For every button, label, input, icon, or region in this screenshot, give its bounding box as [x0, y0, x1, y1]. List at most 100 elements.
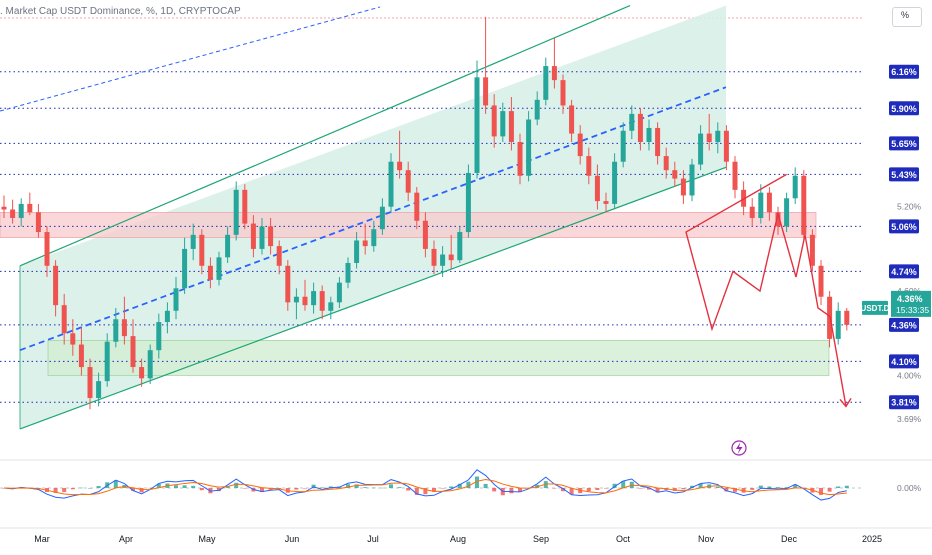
candle-body-54 — [465, 172, 471, 233]
price-level-label-1: 5.90% — [891, 104, 917, 114]
osc-histogram-bar-88 — [758, 485, 763, 488]
osc-histogram-bar-8 — [70, 488, 75, 490]
osc-histogram-bar-38 — [328, 486, 333, 488]
candle-body-83 — [715, 130, 721, 143]
price-level-label-8: 3.81% — [891, 398, 917, 408]
osc-histogram-bar-34 — [294, 488, 299, 490]
osc-histogram-bar-16 — [139, 488, 144, 493]
osc-histogram-bar-51 — [440, 488, 445, 489]
osc-histogram-bar-92 — [793, 484, 798, 488]
candle-body-87 — [749, 206, 755, 218]
osc-histogram-bar-40 — [346, 484, 350, 488]
candle-body-62 — [534, 99, 540, 120]
x-tick-label-10: 2025 — [862, 534, 882, 544]
osc-histogram-bar-95 — [819, 488, 823, 495]
candle-body-4 — [35, 212, 41, 233]
y-tick-label-2: 4.00% — [897, 370, 922, 380]
candle-body-13 — [113, 319, 119, 342]
osc-histogram-bar-71 — [612, 483, 617, 488]
osc-histogram-bar-20 — [174, 485, 178, 488]
candle-body-56 — [483, 77, 489, 106]
candle-body-77 — [663, 156, 669, 171]
x-tick-label-7: Oct — [616, 534, 631, 544]
candle-body-15 — [130, 336, 136, 368]
candle-body-57 — [491, 105, 497, 137]
candle-body-24 — [207, 265, 213, 280]
candle-body-48 — [414, 192, 420, 221]
candle-body-9 — [78, 344, 84, 368]
candle-body-34 — [293, 296, 299, 303]
last-price-badge — [891, 290, 931, 317]
candle-body-50 — [431, 248, 437, 266]
candle-body-29 — [250, 223, 256, 249]
osc-histogram-bar-97 — [836, 486, 841, 488]
candle-body-41 — [354, 240, 360, 263]
percent-scale-button[interactable]: % — [892, 7, 922, 27]
osc-signal-line — [3, 478, 847, 496]
x-tick-label-5: Aug — [450, 534, 466, 544]
candle-body-78 — [672, 170, 678, 179]
osc-histogram-bar-17 — [148, 487, 153, 489]
candle-body-43 — [371, 229, 377, 247]
osc-histogram-bar-21 — [182, 485, 187, 488]
osc-histogram-bar-9 — [79, 487, 84, 489]
osc-histogram-bar-42 — [363, 487, 368, 488]
candle-body-18 — [156, 322, 162, 351]
osc-histogram-bar-13 — [113, 480, 118, 488]
x-tick-label-4: Jul — [367, 534, 379, 544]
price-level-label-6: 4.36% — [891, 320, 917, 330]
candle-body-74 — [637, 113, 643, 143]
osc-histogram-bar-60 — [518, 488, 522, 492]
last-price-label: 4.36% — [897, 294, 923, 304]
x-tick-label-1: Apr — [119, 534, 133, 544]
osc-histogram-bar-84 — [724, 488, 729, 492]
osc-histogram-bar-47 — [406, 488, 411, 491]
osc-histogram-bar-65 — [561, 488, 565, 492]
candle-body-37 — [319, 291, 325, 311]
price-level-label-4: 5.06% — [891, 222, 917, 232]
candle-body-33 — [285, 265, 291, 303]
candle-body-49 — [422, 220, 428, 249]
candle-body-75 — [646, 127, 652, 143]
channel-lower-line — [19, 166, 727, 430]
candle-body-61 — [526, 119, 532, 176]
osc-histogram-bar-15 — [131, 488, 135, 491]
price-level-label-0: 6.16% — [891, 67, 917, 77]
candle-body-12 — [104, 341, 110, 382]
candle-body-73 — [629, 113, 635, 131]
price-level-badge-2 — [889, 136, 919, 151]
osc-histogram-bar-87 — [750, 488, 755, 490]
osc-histogram-bar-43 — [371, 487, 376, 489]
resistance-zone — [0, 212, 817, 238]
candle-body-14 — [121, 319, 127, 337]
candle-body-59 — [508, 111, 514, 143]
price-level-label-7: 4.10% — [891, 357, 917, 367]
support-zone — [47, 340, 830, 376]
osc-histogram-bar-63 — [543, 481, 548, 488]
candle-body-16 — [139, 367, 145, 379]
candle-body-6 — [53, 265, 59, 306]
osc-histogram-bar-25 — [217, 488, 221, 492]
osc-histogram-bar-70 — [604, 488, 608, 489]
candle-body-10 — [87, 367, 93, 398]
osc-histogram-bar-31 — [268, 488, 273, 490]
price-level-badge-3 — [889, 167, 919, 182]
candle-body-23 — [199, 234, 205, 266]
osc-histogram-bar-11 — [96, 486, 101, 488]
osc-zero-label: 0.00% — [897, 483, 922, 493]
candle-body-8 — [70, 333, 76, 345]
osc-histogram-bar-91 — [784, 487, 789, 488]
candle-body-47 — [405, 170, 411, 193]
osc-histogram-bar-57 — [492, 488, 497, 492]
candle-body-76 — [655, 127, 661, 157]
candle-body-65 — [560, 80, 566, 106]
osc-histogram-bar-54 — [466, 481, 471, 488]
candle-body-36 — [311, 291, 317, 306]
x-tick-label-6: Sep — [533, 534, 549, 544]
lightning-icon-glyph — [736, 442, 743, 454]
candle-body-2 — [18, 203, 24, 218]
osc-histogram-bar-28 — [242, 488, 247, 489]
forecast-arrowhead — [839, 398, 852, 408]
